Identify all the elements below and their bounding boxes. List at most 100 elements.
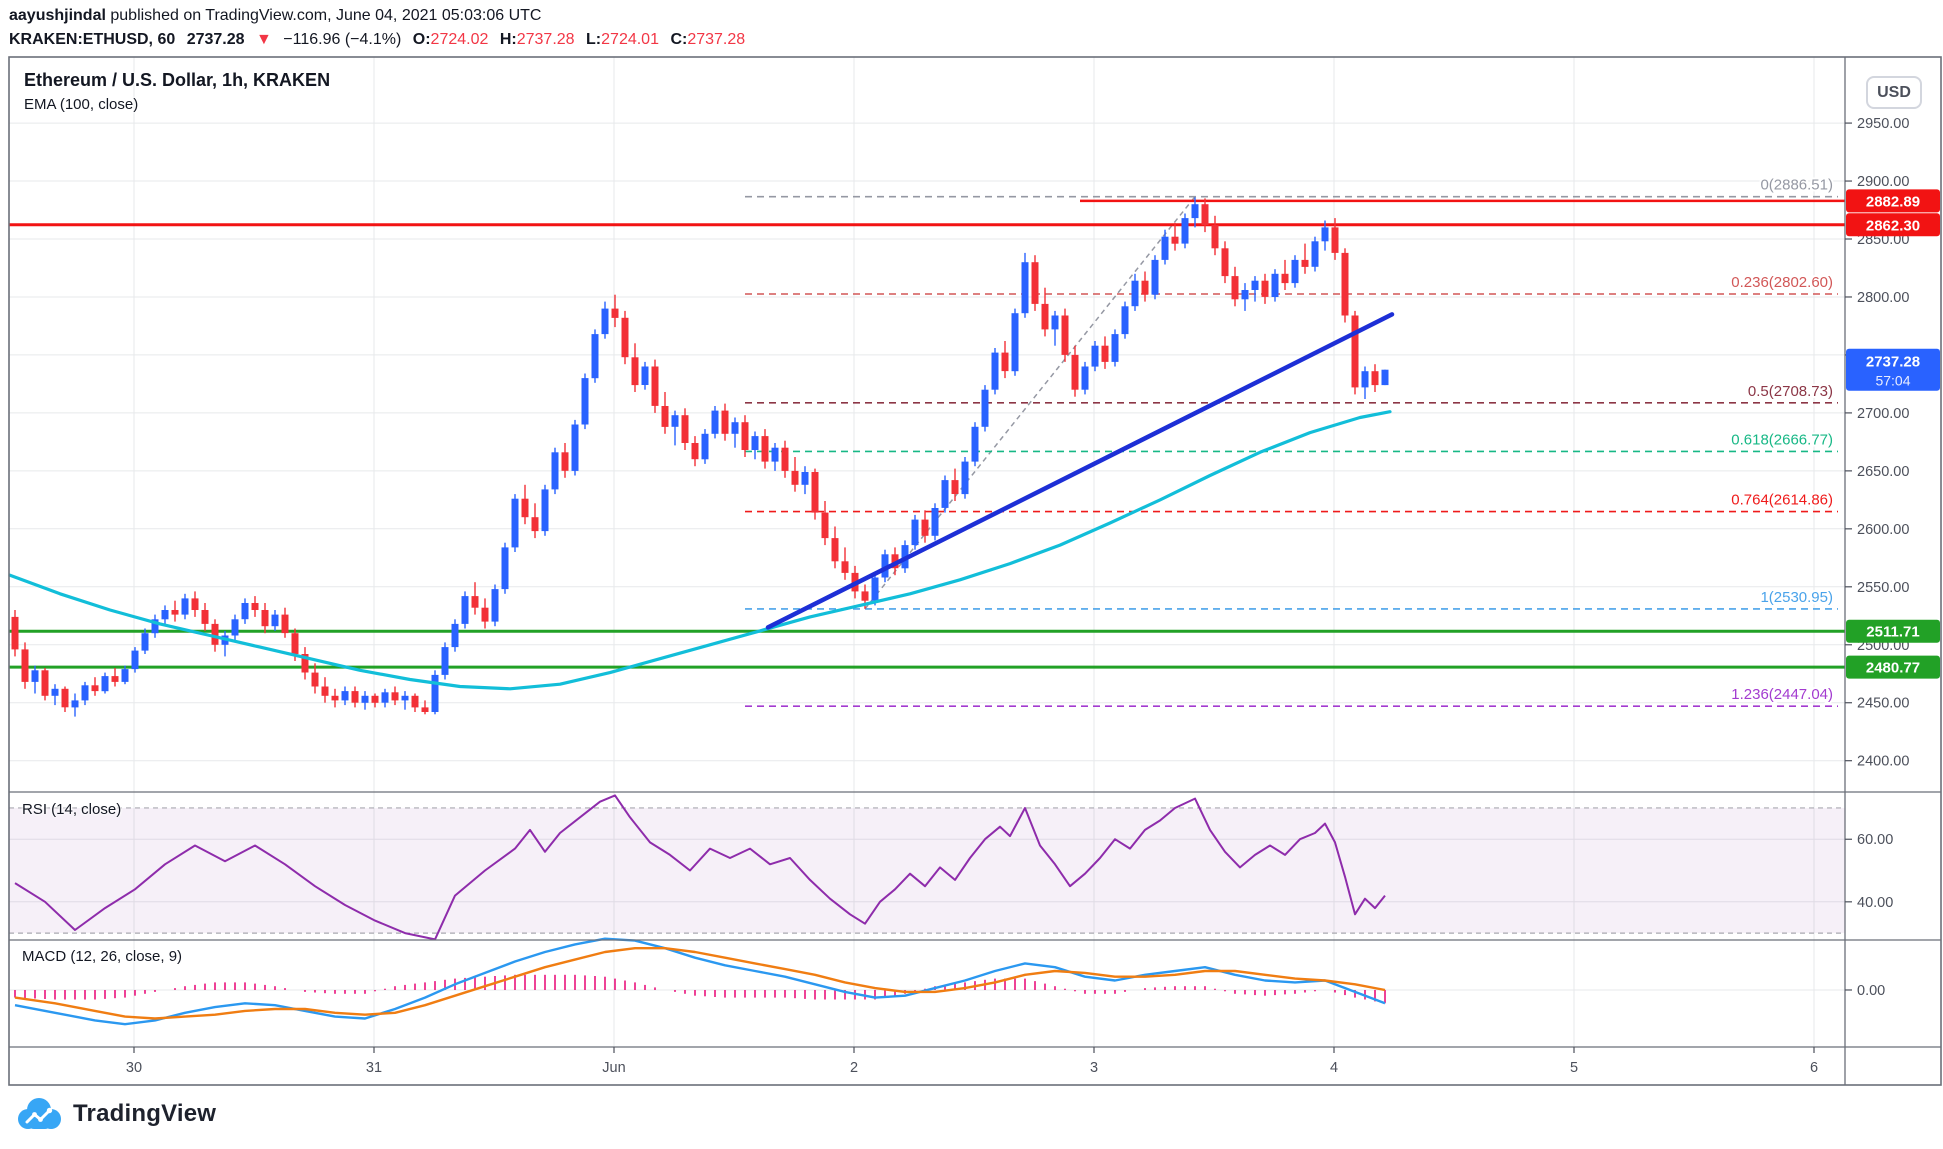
trend-line[interactable] [765, 312, 1395, 630]
candle [661, 406, 669, 427]
candle [711, 410, 719, 434]
candle [11, 616, 19, 650]
fib-label: 1.236(2447.04) [1731, 686, 1833, 703]
time-axis-label: 4 [1330, 1060, 1338, 1076]
candle [1311, 241, 1319, 267]
price-axis[interactable] [1845, 57, 1941, 1047]
candle [461, 596, 469, 624]
candle [1351, 315, 1359, 388]
candle [231, 619, 239, 636]
candle [511, 498, 519, 548]
chart-legend-ema[interactable]: EMA (100, close) [24, 96, 139, 113]
fib-label: 0(2886.51) [1760, 177, 1833, 194]
candle [1361, 371, 1369, 388]
time-axis[interactable] [9, 1047, 1845, 1085]
candle [1271, 273, 1279, 297]
open-value: 2724.02 [430, 31, 489, 48]
candle [951, 480, 959, 494]
candle [1031, 262, 1039, 304]
candle [141, 633, 149, 651]
candle [1371, 371, 1379, 386]
candle [1331, 227, 1339, 253]
high-value: 2737.28 [516, 31, 575, 48]
candle [1021, 262, 1029, 314]
time-axis-label: 3 [1090, 1060, 1098, 1076]
time-axis-label: 2 [850, 1060, 858, 1076]
candle [271, 614, 279, 627]
candle [301, 654, 309, 673]
low-value: 2724.01 [601, 31, 659, 48]
rsi-pane-label[interactable]: RSI (14, close) [22, 801, 122, 818]
price-axis-label: 2450.00 [1857, 696, 1909, 712]
candle [1211, 225, 1219, 249]
candle [911, 519, 919, 546]
candle [411, 695, 419, 708]
candle [1091, 345, 1099, 367]
candle [871, 577, 879, 601]
chart-legend-title[interactable]: Ethereum / U.S. Dollar, 1h, KRAKEN [24, 70, 331, 90]
candle [1151, 259, 1159, 295]
candle [101, 676, 109, 692]
candle [451, 623, 459, 648]
candle [941, 480, 949, 508]
rsi-axis-label: 60.00 [1857, 832, 1893, 848]
candle [1291, 259, 1299, 284]
price-tag [1846, 348, 1940, 391]
fib-label: 0.236(2802.60) [1731, 274, 1833, 291]
candle [1111, 334, 1119, 362]
close-label: C: [670, 31, 688, 48]
candle [321, 686, 329, 696]
tradingview-wordmark: TradingView [73, 1100, 217, 1127]
price-tag-countdown: 57:04 [1875, 373, 1910, 389]
candle [751, 436, 759, 450]
ema-line[interactable] [8, 410, 1392, 691]
price-axis-label: 2650.00 [1857, 464, 1909, 480]
candle [971, 426, 979, 462]
macd-signal-line [14, 947, 1386, 1020]
candle [571, 424, 579, 471]
open-label: O: [412, 31, 431, 48]
candle [601, 308, 609, 335]
price-tag [1846, 619, 1940, 643]
candle [981, 389, 989, 427]
currency-toggle-button[interactable]: USD [1866, 76, 1922, 109]
candle [371, 695, 379, 703]
candle [361, 695, 369, 703]
candle [481, 607, 489, 622]
low-label: L: [586, 31, 602, 48]
candle [381, 692, 389, 703]
candle [201, 610, 209, 624]
candle [1221, 248, 1229, 277]
candle [61, 688, 69, 708]
candle [641, 366, 649, 385]
candle [1381, 369, 1389, 386]
time-axis-label: 6 [1810, 1060, 1818, 1076]
candle [81, 685, 89, 701]
candle [991, 352, 999, 390]
rsi-band [9, 807, 1845, 934]
macd-axis-label: 0.00 [1857, 983, 1885, 999]
price-tag-value: 2737.28 [1866, 354, 1920, 371]
candle [741, 422, 749, 450]
candle [341, 691, 349, 701]
publish-info-text: published on TradingView.com, June 04, 2… [105, 7, 542, 24]
candle [1041, 303, 1049, 330]
candle [1241, 290, 1249, 300]
tradingview-logo[interactable]: TradingView [14, 1094, 216, 1134]
candle [131, 650, 139, 670]
candle [91, 685, 99, 692]
candle [281, 614, 289, 634]
candle [1261, 280, 1269, 297]
candle [1061, 315, 1069, 355]
candle [1341, 252, 1349, 316]
candle [531, 517, 539, 532]
price-tag [1846, 213, 1940, 237]
candle [781, 447, 789, 471]
macd-pane-label[interactable]: MACD (12, 26, close, 9) [22, 948, 183, 965]
candle [1171, 236, 1179, 244]
candle [801, 472, 809, 485]
candle [651, 366, 659, 406]
candle [671, 415, 679, 427]
candle [251, 603, 259, 610]
